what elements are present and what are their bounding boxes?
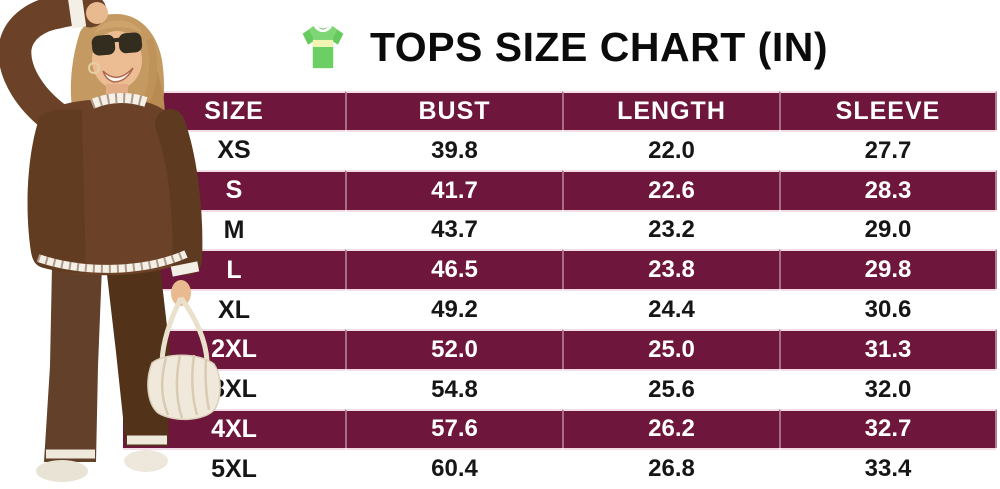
bust-cell: 54.8 — [345, 368, 562, 409]
shoes — [36, 450, 168, 482]
col-header-bust: BUST — [345, 91, 562, 130]
smile — [102, 67, 134, 83]
table-row: 2XL 52.0 25.0 31.3 — [123, 328, 997, 369]
table-row: XL 49.2 24.4 30.6 — [123, 289, 997, 329]
size-cell: S — [123, 169, 345, 210]
tshirt-icon — [302, 25, 344, 69]
sleeve-cell: 32.0 — [779, 368, 997, 409]
sleeve-cell: 33.4 — [779, 448, 997, 489]
bust-cell: 57.6 — [345, 408, 562, 449]
sleeve-cell: 30.6 — [779, 289, 997, 329]
size-cell: M — [123, 209, 345, 250]
size-table: SIZE BUST LENGTH SLEEVE XS 39.8 22.0 27.… — [123, 91, 997, 489]
sleeve-cell: 27.7 — [779, 130, 997, 170]
chart-title-bar: TOPS SIZE CHART (IN) — [298, 22, 828, 72]
bust-cell: 46.5 — [345, 249, 562, 290]
table-row: S 41.7 22.6 28.3 — [123, 169, 997, 210]
sleeve-cell: 29.0 — [779, 209, 997, 250]
table-row: L 46.5 23.8 29.8 — [123, 249, 997, 290]
col-header-sleeve: SLEEVE — [779, 91, 997, 130]
sleeve-cell: 28.3 — [779, 169, 997, 210]
size-cell: L — [123, 249, 345, 289]
sleeve-cell: 32.7 — [779, 408, 997, 449]
bust-cell: 60.4 — [345, 448, 562, 489]
sunglasses-icon — [91, 32, 143, 56]
size-cell: XL — [123, 289, 345, 329]
length-cell: 23.2 — [562, 209, 779, 250]
sweater — [27, 93, 203, 306]
model-photo — [0, 0, 221, 482]
size-cell: 5XL — [123, 448, 345, 488]
table-header-row: SIZE BUST LENGTH SLEEVE — [123, 91, 997, 130]
table-row: 5XL 60.4 26.8 33.4 — [123, 448, 997, 489]
size-cell: 4XL — [123, 408, 345, 449]
table-row: 3XL 54.8 25.6 32.0 — [123, 368, 997, 409]
bust-cell: 41.7 — [345, 169, 562, 210]
sleeve-cell: 31.3 — [779, 328, 997, 369]
size-cell: XS — [123, 130, 345, 170]
size-cell: 2XL — [123, 328, 345, 369]
length-cell: 24.4 — [562, 289, 779, 329]
length-cell: 22.0 — [562, 130, 779, 170]
length-cell: 26.2 — [562, 408, 779, 449]
length-cell: 25.0 — [562, 328, 779, 369]
bust-cell: 39.8 — [345, 130, 562, 170]
earring — [88, 62, 100, 74]
handbag — [147, 296, 221, 421]
bust-cell: 43.7 — [345, 209, 562, 250]
table-row: 4XL 57.6 26.2 32.7 — [123, 408, 997, 449]
raised-arm — [0, 0, 108, 141]
table-row: M 43.7 23.2 29.0 — [123, 209, 997, 250]
length-cell: 25.6 — [562, 368, 779, 409]
sleeve-cell: 29.8 — [779, 249, 997, 290]
hand — [171, 280, 191, 306]
chart-title: TOPS SIZE CHART (IN) — [370, 23, 828, 70]
collar-trim — [90, 93, 148, 109]
table-row: XS 39.8 22.0 27.7 — [123, 130, 997, 170]
bust-cell: 52.0 — [345, 328, 562, 369]
length-cell: 23.8 — [562, 249, 779, 290]
face — [81, 31, 158, 102]
length-cell: 26.8 — [562, 448, 779, 489]
col-header-length: LENGTH — [562, 91, 779, 130]
bust-cell: 49.2 — [345, 289, 562, 329]
length-cell: 22.6 — [562, 169, 779, 210]
